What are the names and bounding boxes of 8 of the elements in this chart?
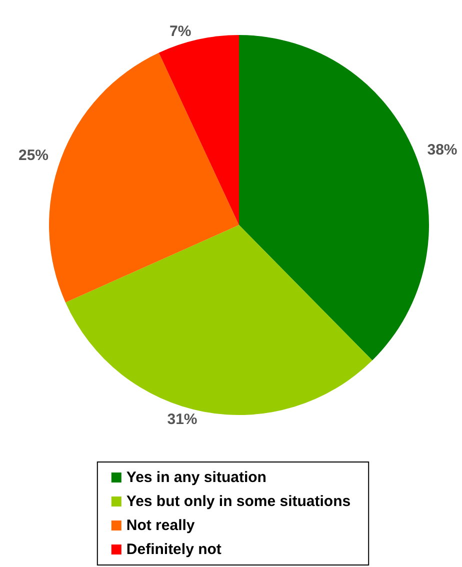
data-label: 7% (170, 23, 192, 40)
data-label: 31% (167, 411, 198, 428)
data-label: 38% (427, 141, 458, 158)
legend-label: Not really (126, 517, 196, 534)
legend-label: Yes but only in some situations (126, 493, 351, 510)
legend-label: Yes in any situation (126, 469, 266, 486)
legend-label: Definitely not (126, 541, 222, 558)
data-label: 25% (18, 147, 49, 164)
